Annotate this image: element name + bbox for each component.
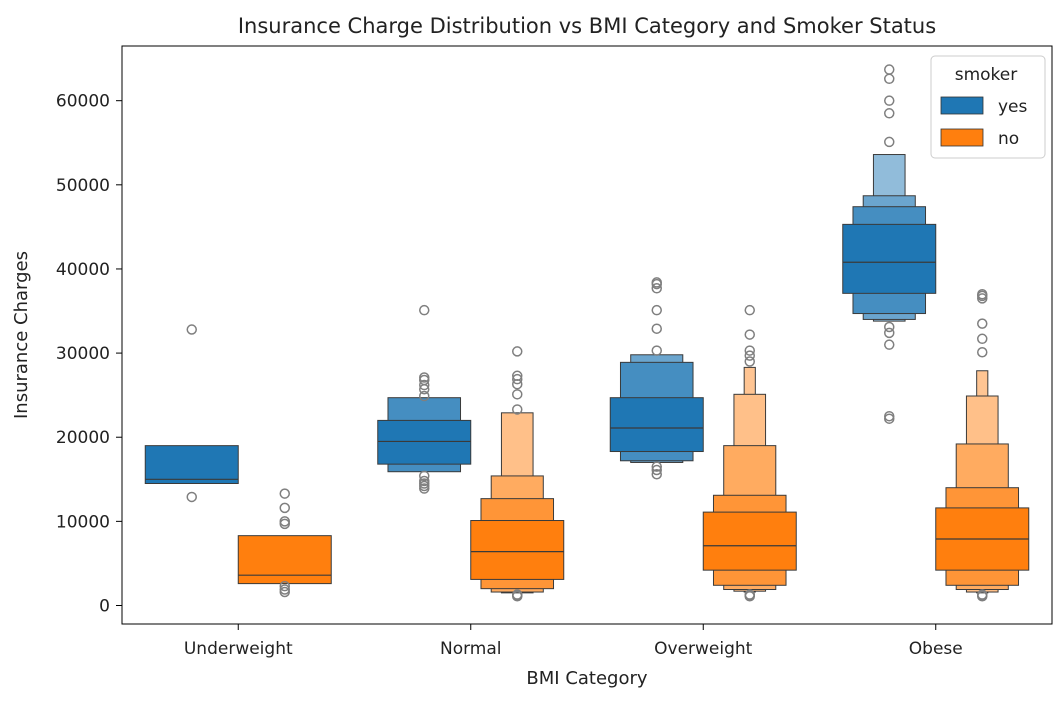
outlier-point	[744, 350, 755, 361]
outlier-point	[419, 379, 430, 391]
x-tick-label: Overweight	[654, 639, 753, 659]
boxen-box-yes-underweight	[144, 445, 239, 484]
outlier-point	[279, 502, 290, 514]
outlier-point	[884, 64, 895, 75]
outlier-point	[512, 346, 523, 357]
boxen-box-yes-obese	[842, 223, 937, 294]
outlier-point	[186, 324, 197, 335]
outlier-point	[977, 333, 988, 345]
outlier-point	[884, 95, 895, 106]
outlier-point	[884, 410, 895, 422]
x-axis-title: BMI Category	[526, 668, 647, 689]
outlier-point	[512, 370, 523, 382]
outlier-point	[279, 584, 290, 595]
outlier-point	[884, 339, 895, 350]
y-axis-title: Insurance Charges	[11, 251, 32, 419]
outlier-point	[419, 475, 430, 487]
outlier-point	[651, 323, 662, 334]
outlier-point	[512, 373, 523, 385]
outlier-point	[651, 283, 662, 294]
outlier-point	[419, 470, 430, 482]
outlier-point	[512, 389, 523, 400]
outlier-point	[884, 327, 895, 339]
legend-swatch-no	[940, 128, 984, 147]
boxen-box-no-underweight	[237, 535, 332, 585]
outlier-point	[744, 329, 755, 340]
y-tick-label: 40000	[56, 260, 110, 280]
outlier-point	[884, 73, 895, 85]
outlier-point	[651, 468, 662, 480]
outlier-point	[512, 589, 523, 600]
outlier-point	[744, 356, 755, 367]
y-tick-label: 0	[99, 596, 110, 616]
y-tick-label: 50000	[56, 176, 110, 196]
outlier-point	[419, 304, 430, 316]
outlier-point	[977, 288, 988, 300]
outlier-point	[419, 372, 430, 383]
outlier-point	[419, 390, 430, 402]
outlier-point	[512, 404, 523, 415]
outlier-point	[977, 589, 988, 600]
outlier-point	[651, 345, 662, 356]
x-tick-label: Underweight	[184, 639, 293, 659]
outlier-point	[744, 304, 755, 316]
y-tick-label: 10000	[56, 512, 110, 532]
outlier-point	[279, 516, 290, 527]
outlier-point	[651, 304, 662, 316]
outlier-point	[651, 277, 662, 288]
x-tick-label: Obese	[909, 639, 963, 659]
legend-label-yes: yes	[998, 97, 1028, 117]
y-tick-label: 20000	[56, 428, 110, 448]
outlier-point	[744, 589, 755, 600]
plot-frame	[121, 45, 1053, 625]
boxen-box-yes-overweight	[609, 397, 704, 453]
boxen-box-no-overweight	[702, 511, 797, 571]
outlier-point	[186, 491, 197, 503]
outlier-point	[279, 488, 290, 499]
y-tick-label: 60000	[56, 92, 110, 112]
outlier-point	[651, 461, 662, 472]
outlier-point	[884, 108, 895, 119]
outlier-point	[884, 136, 895, 148]
outlier-point	[977, 318, 988, 329]
outlier-point	[279, 580, 290, 592]
legend-title: smoker	[955, 65, 1018, 85]
outlier-point	[977, 346, 988, 358]
boxen-box-no-normal	[470, 520, 565, 580]
outlier-point	[884, 321, 895, 333]
legend: smoker yes no	[930, 55, 1046, 159]
legend-swatch-yes	[940, 96, 984, 115]
boxen-box-yes-normal	[377, 419, 472, 465]
y-tick-label: 30000	[56, 344, 110, 364]
x-tick-label: Normal	[440, 639, 502, 659]
chart-title: Insurance Charge Distribution vs BMI Cat…	[238, 14, 936, 38]
outlier-point	[744, 345, 755, 356]
plot-area: 0 10000 20000 30000 40000 50000 60000 Underweig…	[56, 64, 1030, 659]
outlier-point	[651, 464, 662, 476]
legend-label-no: no	[998, 129, 1019, 149]
